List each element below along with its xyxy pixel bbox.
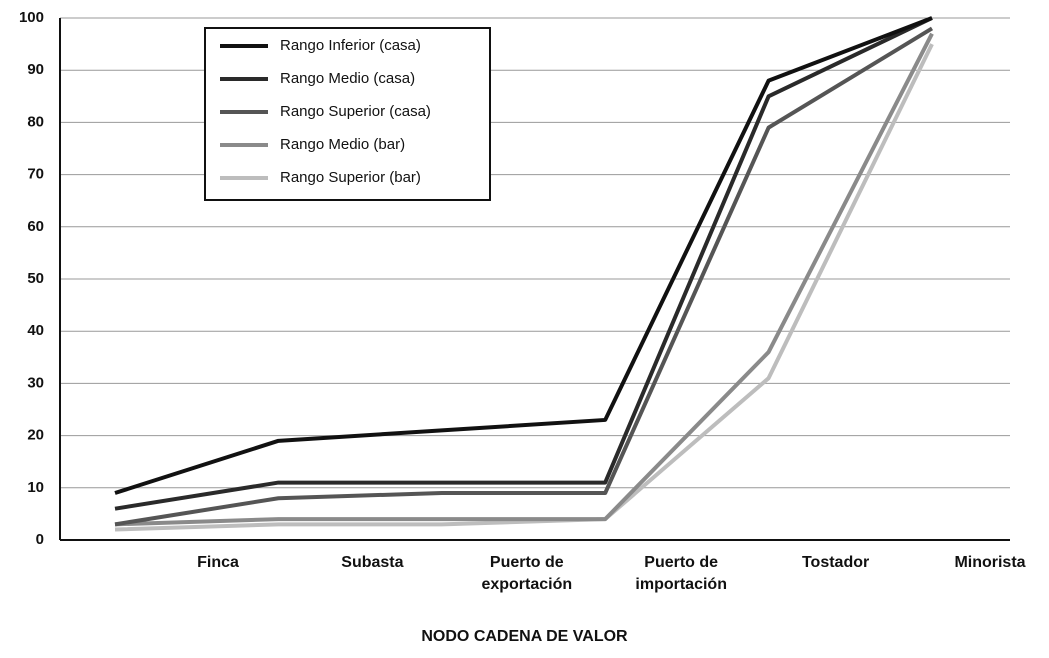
x-axis-title: NODO CADENA DE VALOR bbox=[421, 628, 628, 645]
legend-label: Rango Inferior (casa) bbox=[280, 37, 421, 54]
x-tick-label: Minorista bbox=[954, 554, 1026, 571]
line-series bbox=[114, 43, 934, 532]
legend-label: Rango Medio (casa) bbox=[280, 70, 415, 87]
y-tick-label: 0 bbox=[36, 531, 44, 548]
x-tick-label: Subasta bbox=[341, 554, 404, 571]
y-tick-label: 60 bbox=[27, 218, 44, 235]
y-tick-label: 90 bbox=[27, 61, 44, 78]
y-tick-label: 50 bbox=[27, 270, 44, 287]
y-tick-label: 20 bbox=[27, 427, 44, 444]
legend-label: Rango Superior (bar) bbox=[280, 169, 421, 186]
y-tick-label: 70 bbox=[27, 166, 44, 183]
legend-label: Rango Medio (bar) bbox=[280, 136, 405, 153]
legend: Rango Inferior (casa) Rango Medio (casa) R… bbox=[204, 27, 491, 201]
x-tick-label: Finca bbox=[197, 554, 239, 571]
line-series bbox=[114, 16, 933, 511]
y-tick-label: 100 bbox=[19, 9, 44, 26]
line-series bbox=[114, 16, 933, 495]
line-series bbox=[114, 32, 934, 527]
y-tick-label: 40 bbox=[27, 322, 44, 339]
x-tick-label: Puerto de importación bbox=[635, 554, 727, 593]
y-tick-label: 10 bbox=[27, 479, 44, 496]
x-tick-label: Tostador bbox=[801, 554, 870, 571]
y-tick-label: 30 bbox=[27, 374, 44, 391]
legend-label: Rango Superior (casa) bbox=[280, 103, 431, 120]
x-tick-label: Puerto de exportación bbox=[481, 554, 573, 593]
line-series bbox=[114, 26, 934, 527]
y-tick-label: 80 bbox=[27, 113, 44, 130]
